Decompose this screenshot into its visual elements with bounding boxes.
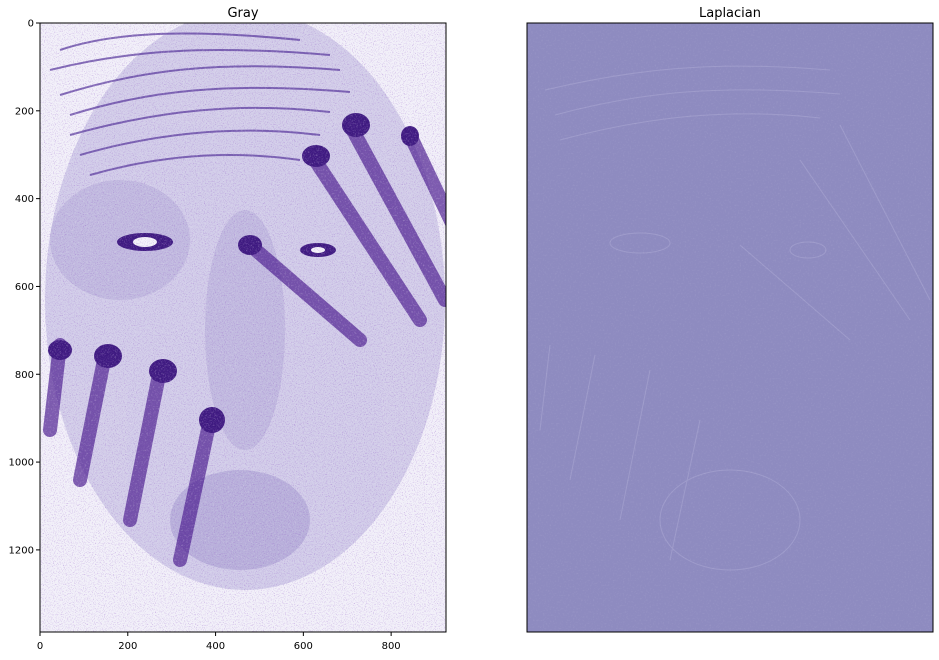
laplacian-title: Laplacian bbox=[699, 6, 761, 21]
gray-title: Gray bbox=[227, 6, 258, 21]
y-tick-label: 400 bbox=[15, 194, 34, 205]
y-tick-label: 200 bbox=[15, 106, 34, 117]
laplacian-panel: Laplacian bbox=[526, 6, 934, 633]
laplacian-axes-frame bbox=[526, 22, 934, 633]
y-tick-label: 800 bbox=[15, 370, 34, 381]
x-tick-label: 600 bbox=[294, 641, 313, 652]
x-tick-label: 0 bbox=[37, 641, 43, 652]
y-tick-label: 600 bbox=[15, 282, 34, 293]
x-tick-label: 800 bbox=[382, 641, 401, 652]
x-tick-label: 400 bbox=[206, 641, 225, 652]
y-tick-label: 1200 bbox=[9, 545, 34, 556]
gray-panel: Gray bbox=[9, 6, 447, 653]
laplacian-image bbox=[527, 23, 933, 632]
y-tick-label: 0 bbox=[28, 19, 34, 30]
y-tick-label: 1000 bbox=[9, 458, 34, 469]
x-tick-label: 200 bbox=[118, 641, 137, 652]
gray-ticks: 0 200 400 600 800 0 200 400 600 800 1000 1200 bbox=[9, 19, 401, 653]
gray-axes-frame bbox=[39, 22, 447, 633]
gray-image bbox=[40, 23, 446, 632]
